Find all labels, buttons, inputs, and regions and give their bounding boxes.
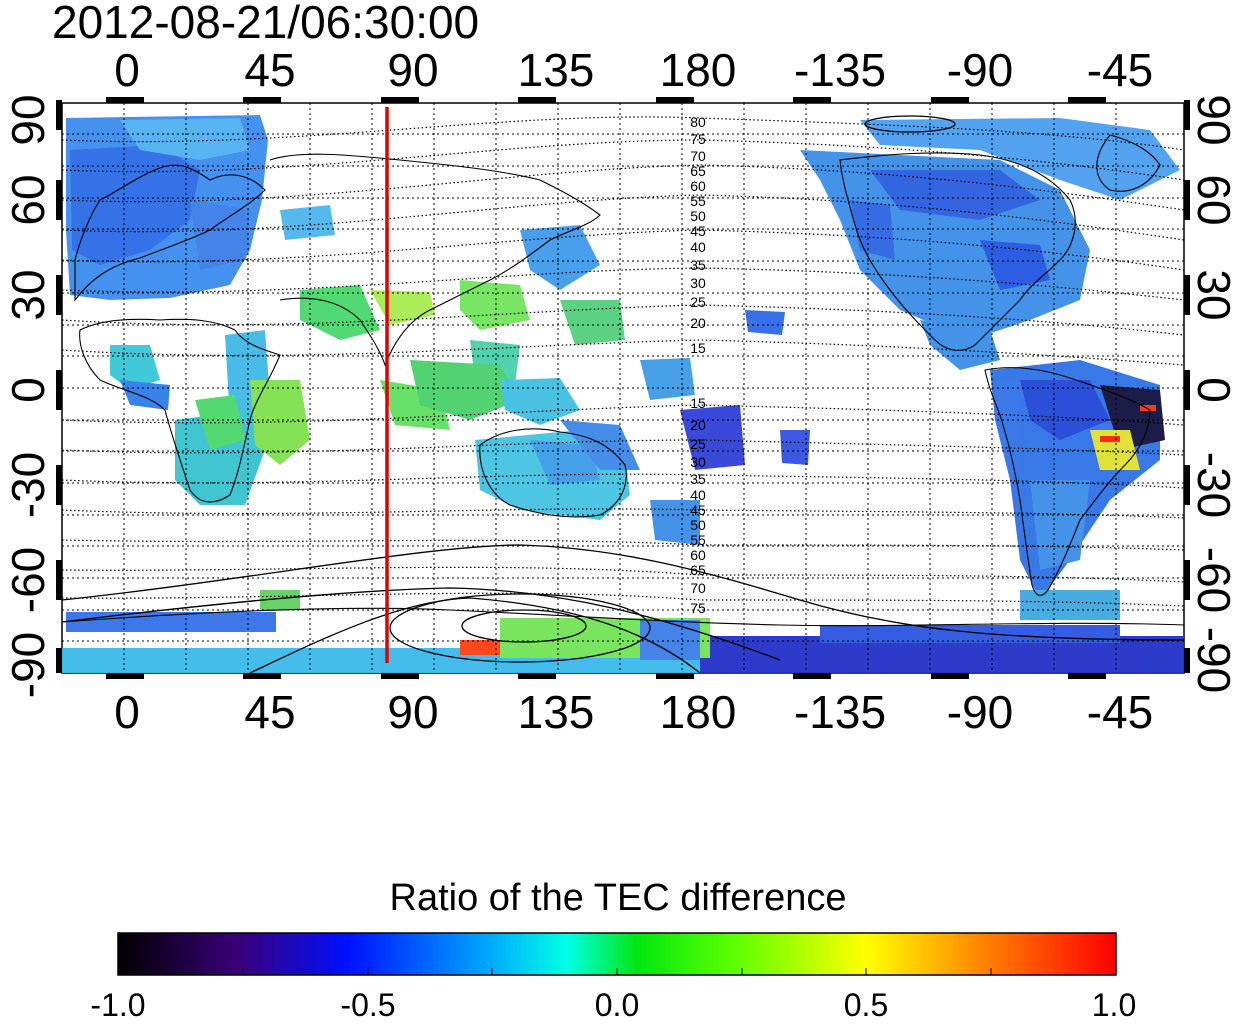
contour-label: 75 [690,600,706,616]
contour-label: 20 [690,315,706,331]
contour-label: 45 [690,223,706,239]
lat-label: 60 [2,174,54,225]
lon-label: 90 [387,686,438,738]
contour-label: 55 [690,193,706,209]
graticule [62,103,1184,673]
lon-label: -45 [1087,686,1153,738]
contour-label: 70 [690,580,706,596]
lon-label: -135 [794,44,886,96]
contour-label: 40 [690,239,706,255]
contour-label: 25 [690,436,706,452]
left-lat-labels: 90 60 30 0 -30 -60 -90 [2,94,54,698]
top-lon-labels: 0 45 90 135 180 -135 -90 -45 [114,44,1153,96]
colorbar-tick-labels: -1.0 -0.5 0.0 0.5 1.0 [90,987,1136,1023]
lat-label: -30 [1188,452,1240,518]
lon-label: 0 [114,44,140,96]
contour-label: 15 [690,395,706,411]
lat-label: -60 [1188,547,1240,613]
colorbar-title: Ratio of the TEC difference [390,877,847,919]
colorbar-ticks [242,968,992,975]
contour-label: 65 [690,163,706,179]
map-content: 80 75 70 65 60 55 50 45 40 35 30 25 20 1… [62,103,1184,673]
lat-label: 60 [1188,174,1240,225]
lon-label: 135 [518,44,595,96]
timestamp-title: 2012-08-21/06:30:00 [52,0,479,48]
contour-label: 50 [690,517,706,533]
colorbar-tick-label: -1.0 [90,987,145,1023]
lon-label: 0 [114,686,140,738]
lon-label: 135 [518,686,595,738]
contour-label: 70 [690,148,706,164]
south-contour-labels: 15 20 25 30 35 40 45 50 55 60 65 70 75 [690,395,706,616]
colorbar-tick-label: 0.5 [844,987,888,1023]
coastlines [62,134,1184,627]
contour-label: 80 [690,114,706,130]
lat-label: 0 [1188,377,1240,403]
colorbar-tick-label: 0.0 [595,987,639,1023]
contour-label: 55 [690,532,706,548]
contour-label: 60 [690,178,706,194]
contour-label: 65 [690,562,706,578]
contour-label: 45 [690,502,706,518]
lat-label: -30 [2,452,54,518]
north-contour-labels: 80 75 70 65 60 55 50 45 40 35 30 25 20 1… [690,114,706,356]
contour-label: 30 [690,454,706,470]
lon-label: -90 [947,44,1013,96]
contour-label: 40 [690,487,706,503]
lon-label: -135 [794,686,886,738]
contour-label: 25 [690,294,706,310]
lon-label: 45 [244,686,295,738]
lon-label: 180 [660,44,737,96]
lat-label: -90 [2,632,54,698]
lon-label: 90 [387,44,438,96]
contour-label: 35 [690,471,706,487]
lon-label: 180 [660,686,737,738]
lat-label: -60 [2,547,54,613]
lat-label: -90 [1188,627,1240,693]
contour-label: 20 [690,417,706,433]
solid-contours [62,115,1184,673]
lat-label: 30 [1188,269,1240,320]
contour-label: 75 [690,131,706,147]
contour-label: 35 [690,257,706,273]
bottom-lon-labels: 0 45 90 135 180 -135 -90 -45 [114,686,1153,738]
contour-label: 15 [690,340,706,356]
magnetic-latitude-contours [62,116,1184,607]
colorbar-tick-label: -0.5 [340,987,395,1023]
lat-label: 0 [2,377,54,403]
colorbar-tick-label: 1.0 [1092,987,1136,1023]
contour-label: 60 [690,547,706,563]
colorbar [117,932,1117,976]
contour-label: 50 [690,208,706,224]
lat-label: 90 [2,94,54,145]
tick-bars [56,97,1190,679]
lon-label: -90 [947,686,1013,738]
right-lat-labels: 90 60 30 0 -30 -60 -90 [1188,94,1240,693]
contour-label: 30 [690,275,706,291]
lat-label: 90 [1188,94,1240,145]
lon-label: -45 [1087,44,1153,96]
lon-label: 45 [244,44,295,96]
lat-label: 30 [2,269,54,320]
